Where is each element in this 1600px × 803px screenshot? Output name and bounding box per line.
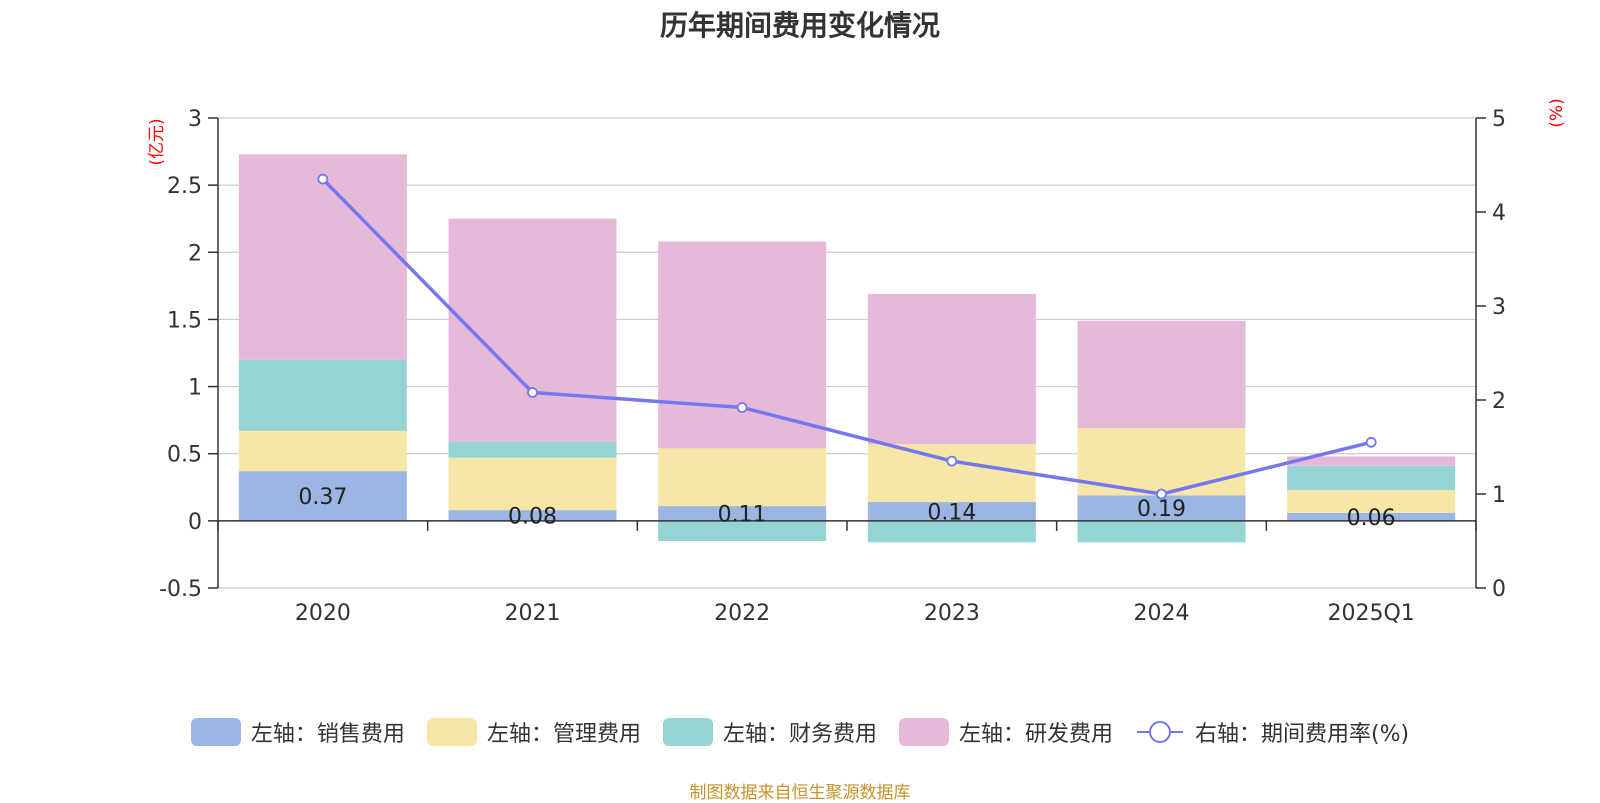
left-tick-label: 3 xyxy=(188,107,202,132)
category-label: 2020 xyxy=(295,601,351,626)
legend: 左轴：销售费用 左轴：管理费用 左轴：财务费用 左轴：研发费用 右轴：期间费用率… xyxy=(0,716,1600,748)
bar-segment-3 xyxy=(867,293,1036,445)
data-label: 0.06 xyxy=(1347,506,1396,531)
right-tick-label: 3 xyxy=(1492,295,1506,320)
right-tick-label: 2 xyxy=(1492,389,1506,414)
legend-swatch-rd xyxy=(898,718,949,746)
bar-segment-0 xyxy=(448,510,617,521)
data-label: 0.19 xyxy=(1137,497,1186,522)
right-tick-label: 5 xyxy=(1492,107,1506,132)
bar-segment-0 xyxy=(658,506,827,521)
bar-segment-1 xyxy=(238,430,407,472)
left-tick-label: 0 xyxy=(188,510,202,535)
bar-segment-0 xyxy=(1077,495,1246,521)
bar-segment-0 xyxy=(238,471,407,521)
right-tick-label: 0 xyxy=(1492,577,1506,602)
chart-title: 历年期间费用变化情况 xyxy=(659,9,940,42)
legend-item-rate[interactable]: 右轴：期间费用率(%) xyxy=(1135,716,1409,748)
left-tick-label: 0.5 xyxy=(167,443,202,468)
category-label: 2021 xyxy=(505,601,561,626)
left-tick-label: 2.5 xyxy=(167,174,202,199)
legend-item-finance[interactable]: 左轴：财务费用 xyxy=(662,716,877,748)
legend-label-rate: 右轴：期间费用率(%) xyxy=(1194,722,1410,747)
data-label: 0.11 xyxy=(718,502,767,527)
legend-item-admin[interactable]: 左轴：管理费用 xyxy=(426,716,641,748)
bar-segment-2 xyxy=(238,359,407,431)
data-label: 0.08 xyxy=(508,504,557,529)
left-axis-unit: (亿元) xyxy=(147,118,167,165)
left-tick-label: 1.5 xyxy=(167,308,202,333)
left-tick-label: -0.5 xyxy=(159,577,202,602)
category-label: 2023 xyxy=(924,601,980,626)
bar-segment-1 xyxy=(867,444,1036,503)
category-label: 2024 xyxy=(1134,601,1190,626)
bar-segment-2 xyxy=(867,520,1036,543)
rate-point xyxy=(1365,436,1377,448)
category-label: 2022 xyxy=(714,601,770,626)
rate-line xyxy=(321,177,1372,496)
bar-segment-1 xyxy=(448,457,617,511)
legend-label-rd: 左轴：研发费用 xyxy=(958,722,1113,747)
legend-swatch-sales xyxy=(190,718,241,746)
bar-segment-2 xyxy=(448,441,617,458)
bar-segment-1 xyxy=(658,448,827,507)
rate-point xyxy=(736,402,748,413)
bar-segment-0 xyxy=(1287,512,1456,521)
right-tick-label: 1 xyxy=(1492,483,1506,508)
bar-segment-3 xyxy=(1077,320,1246,429)
legend-item-rd[interactable]: 左轴：研发费用 xyxy=(898,716,1113,748)
right-tick-label: 4 xyxy=(1492,201,1506,226)
source-note: 制图数据来自恒生聚源数据库 xyxy=(689,783,911,803)
rate-point xyxy=(1156,488,1167,500)
bar-segment-3 xyxy=(448,218,617,442)
legend-label-finance: 左轴：财务费用 xyxy=(722,722,877,747)
rate-point xyxy=(317,173,329,185)
bar-segment-2 xyxy=(658,520,827,541)
left-tick-label: 1 xyxy=(188,376,202,401)
category-label: 2025Q1 xyxy=(1328,601,1415,626)
bar-segment-2 xyxy=(1287,465,1456,490)
data-label: 0.14 xyxy=(927,500,976,525)
legend-item-sales[interactable]: 左轴：销售费用 xyxy=(190,716,405,748)
bar-segment-3 xyxy=(1287,456,1456,466)
rate-point xyxy=(946,455,958,467)
bar-segment-3 xyxy=(238,154,407,360)
rate-point xyxy=(527,387,538,398)
legend-line-marker-icon xyxy=(1136,721,1183,743)
bar-segment-2 xyxy=(1077,520,1246,543)
bar-segment-3 xyxy=(658,241,827,449)
data-label: 0.37 xyxy=(298,485,347,510)
legend-swatch-admin xyxy=(426,718,477,746)
legend-label-admin: 左轴：管理费用 xyxy=(486,722,641,747)
bar-segment-0 xyxy=(867,502,1036,521)
left-tick-label: 2 xyxy=(188,241,202,266)
right-axis-unit: (%) xyxy=(1547,98,1567,127)
legend-label-sales: 左轴：销售费用 xyxy=(250,722,405,747)
bar-segment-1 xyxy=(1287,489,1456,513)
legend-swatch-finance xyxy=(662,718,713,746)
